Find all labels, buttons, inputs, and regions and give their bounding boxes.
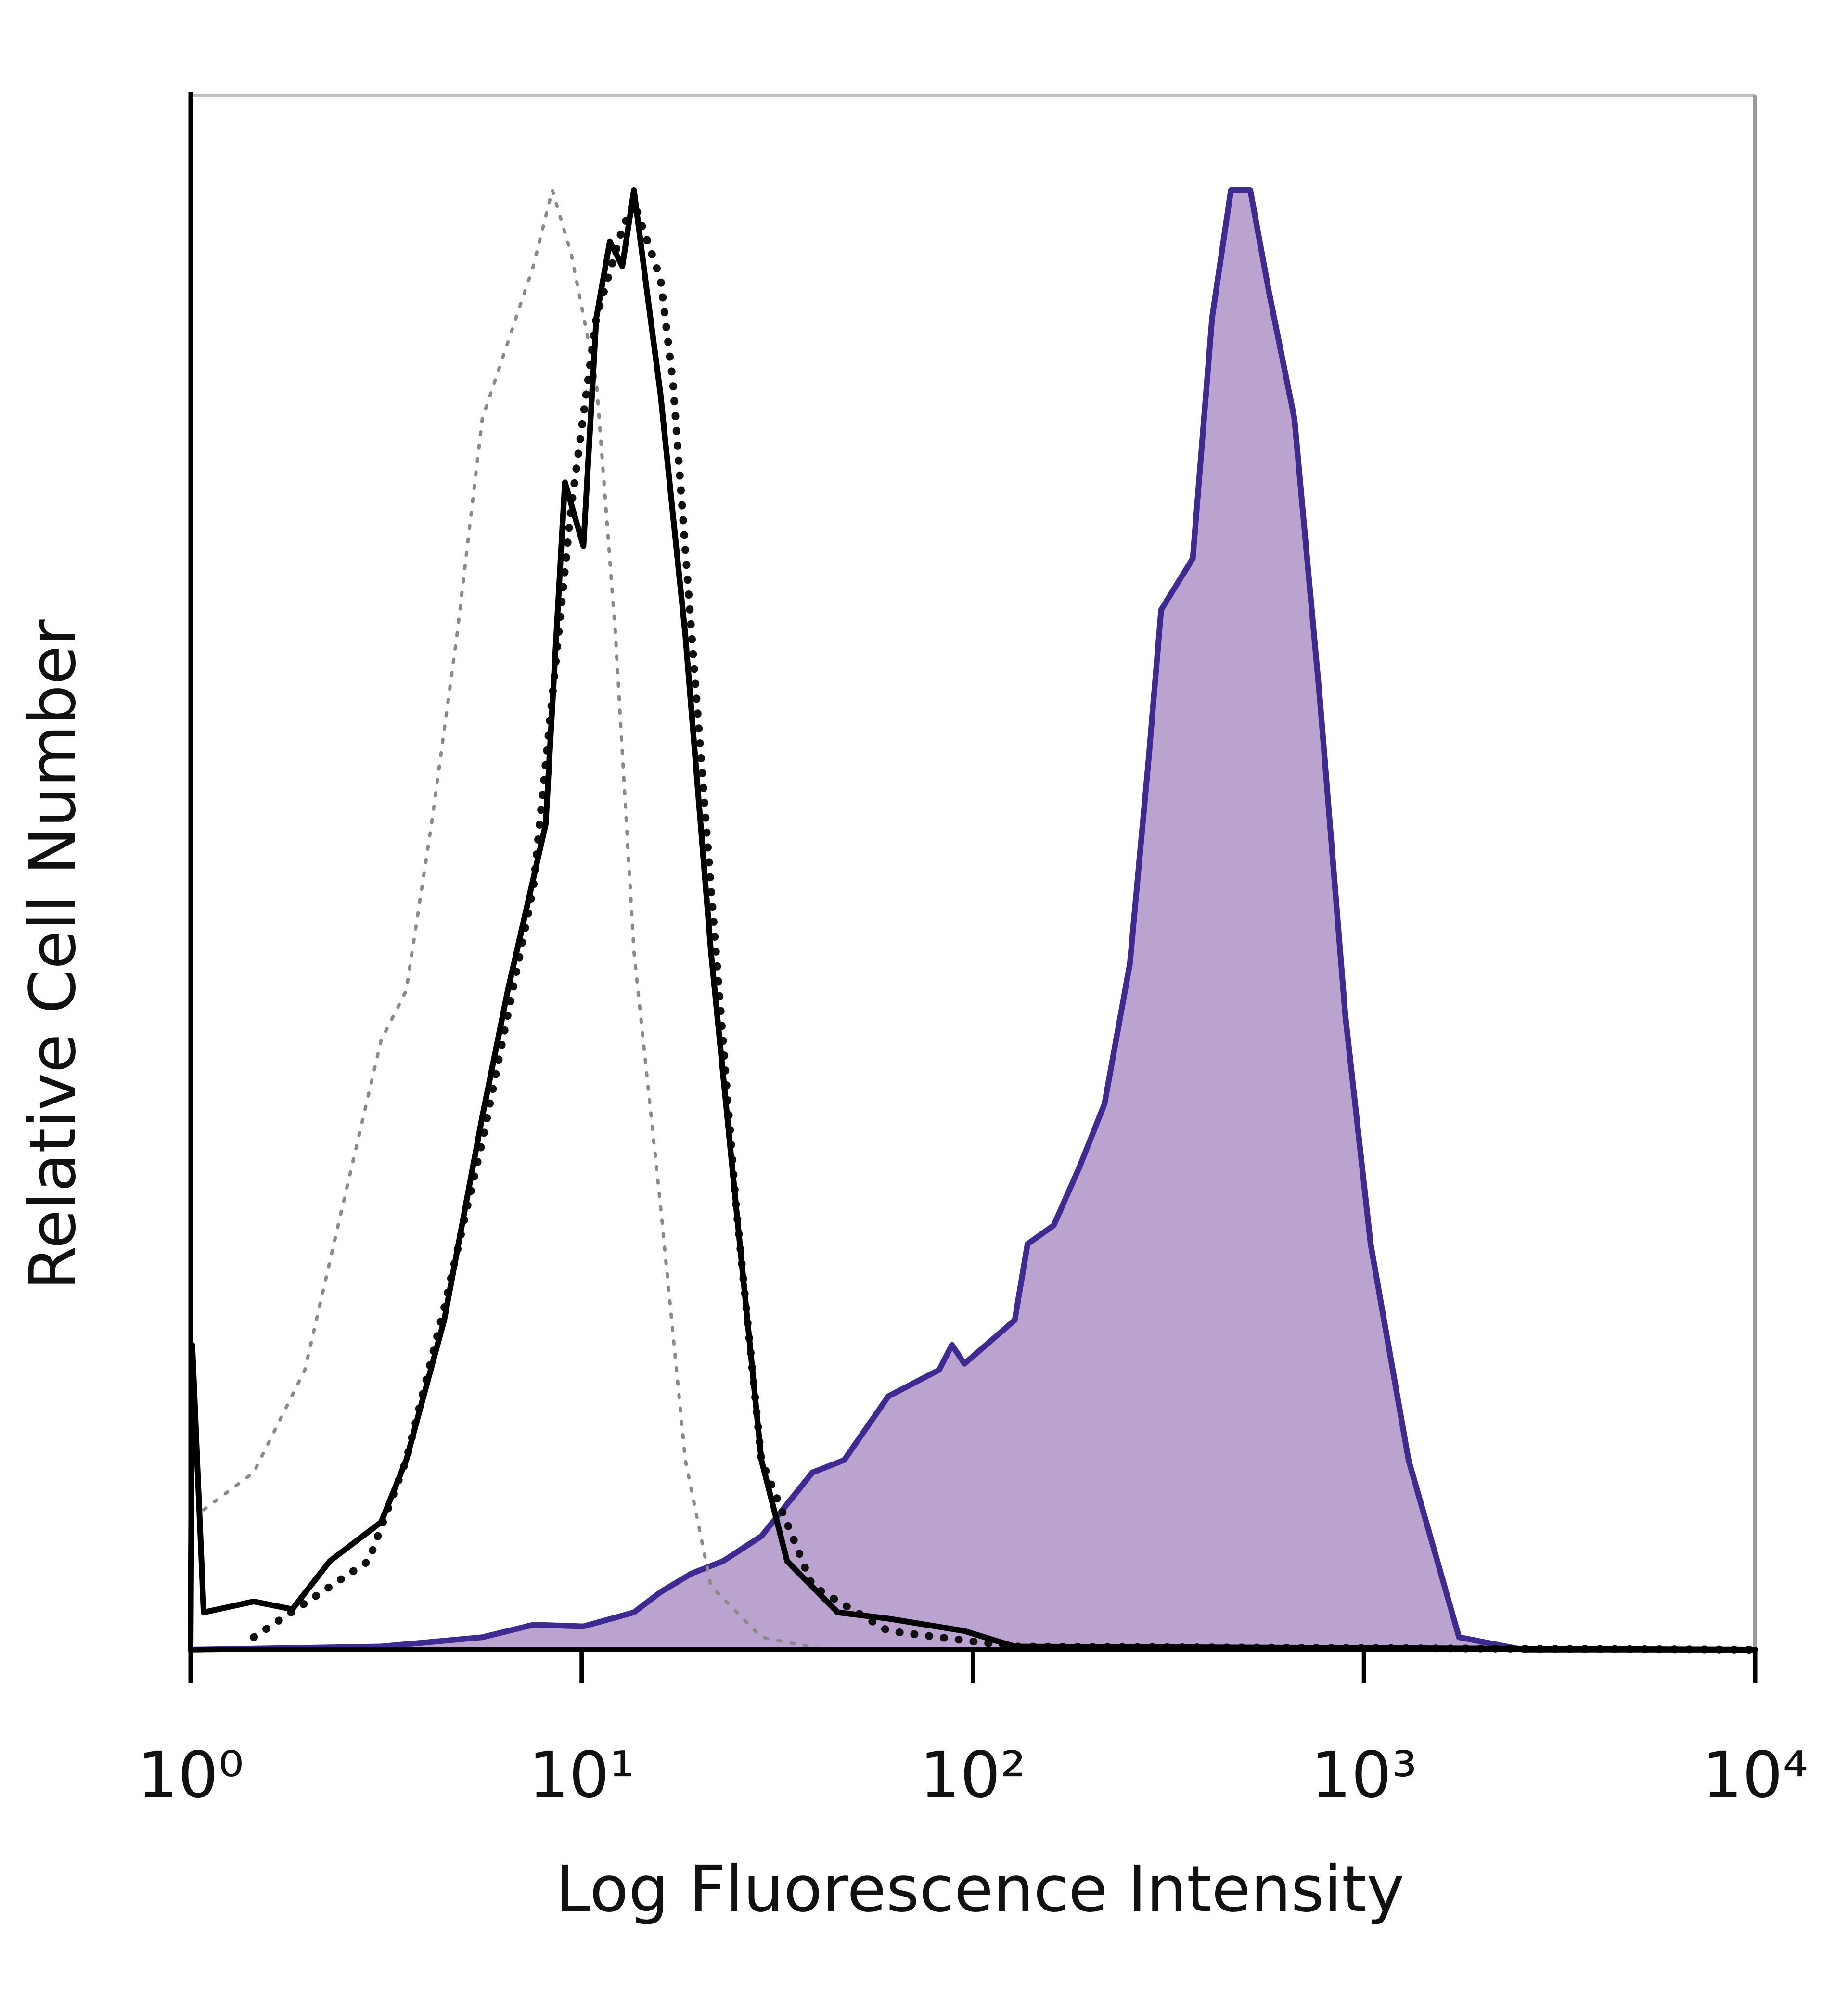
- x-tick-label: 10²: [920, 1738, 1026, 1812]
- x-axis-title: Log Fluorescence Intensity: [555, 1852, 1404, 1926]
- x-tick-label: 10³: [1311, 1738, 1417, 1812]
- histogram-line: [202, 188, 827, 1652]
- filled-histogram: [188, 187, 1758, 1653]
- x-tick-label: 10¹: [528, 1738, 635, 1812]
- x-tick-label: 10⁰: [138, 1738, 244, 1812]
- histogram-line: [188, 187, 1758, 1653]
- x-tick-label: 10⁴: [1702, 1738, 1809, 1812]
- y-axis-title: Relative Cell Number: [16, 619, 90, 1290]
